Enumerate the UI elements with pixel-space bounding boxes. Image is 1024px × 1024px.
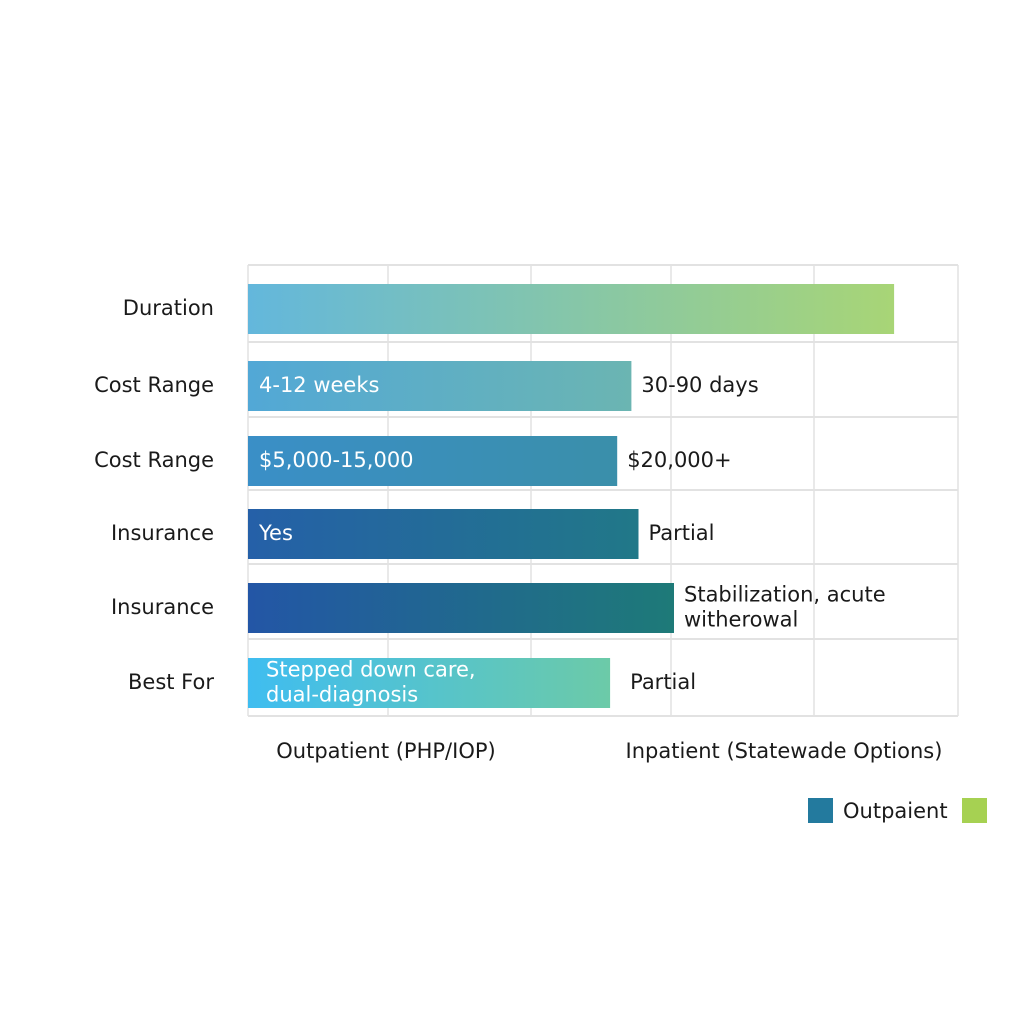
labels: Duration Cost Range 4-12 weeks 30-90 days Co… (94, 296, 942, 763)
bar-inside-label: Stepped down care, dual-diagnosis (266, 658, 476, 707)
column-label: Outpatient (PHP/IOP) (276, 739, 495, 763)
bar (248, 583, 674, 633)
legend-label: Outpaient (843, 799, 948, 823)
category-label: Duration (123, 296, 214, 320)
category-label: Best For (128, 670, 214, 694)
bar-outside-label: 30-90 days (641, 373, 758, 397)
bar (248, 284, 895, 334)
legend-swatch (808, 798, 833, 823)
bar-outside-label: Partial (649, 521, 715, 545)
category-label: Insurance (111, 521, 214, 545)
bar-outside-label: Stabilization, acute witherowal (684, 583, 886, 632)
category-label: Cost Range (94, 448, 214, 472)
bar (248, 509, 639, 559)
bar-outside-label: $20,000+ (627, 448, 731, 472)
grid (247, 264, 959, 717)
legend-swatch (962, 798, 987, 823)
bar (248, 658, 611, 708)
bars (248, 284, 895, 708)
bar-outside-label: Partial (630, 670, 696, 694)
bar (248, 361, 632, 411)
bar (248, 436, 618, 486)
bar-inside-label: $5,000-15,000 (259, 448, 414, 472)
column-label: Inpatient (Statewade Options) (626, 739, 943, 763)
category-label: Insurance (111, 595, 214, 619)
bar-inside-label: Yes (258, 521, 293, 545)
legend: Outpaient (808, 798, 987, 823)
bar-inside-label: 4-12 weeks (259, 373, 379, 397)
category-label: Cost Range (94, 373, 214, 397)
